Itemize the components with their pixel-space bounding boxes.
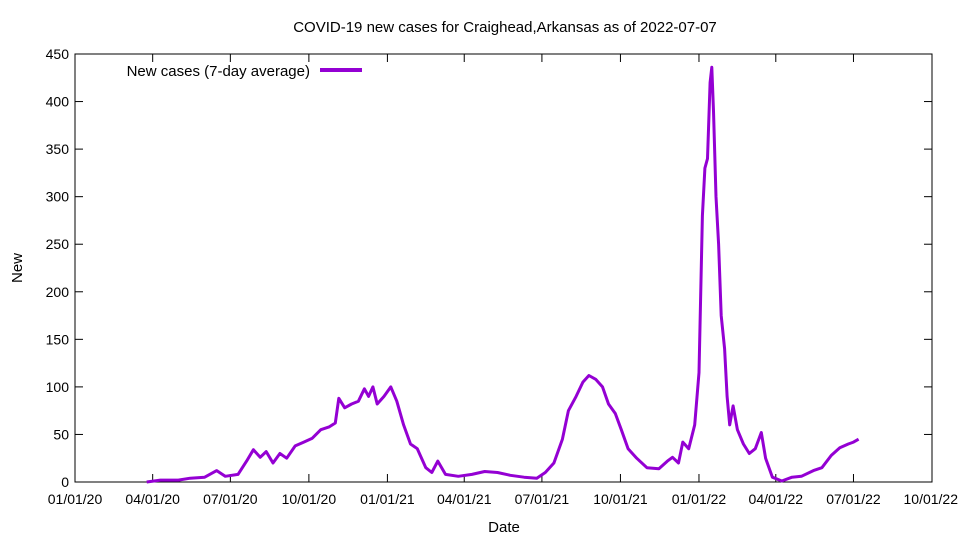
y-tick-label: 0 (61, 474, 69, 490)
plot-area-border (74, 53, 933, 483)
x-tick-label: 10/01/21 (593, 491, 648, 507)
x-axis: 01/01/20 04/01/20 07/01/20 10/01/20 01/01/21… (48, 54, 958, 507)
y-tick-label: 400 (46, 94, 70, 110)
x-tick-label: 01/01/21 (360, 491, 415, 507)
x-tick-label: 01/01/22 (672, 491, 727, 507)
x-tick-label: 04/01/20 (125, 491, 180, 507)
x-tick-label: 04/01/21 (437, 491, 492, 507)
y-axis-title: New (9, 253, 26, 283)
x-tick-label: 01/01/20 (48, 491, 103, 507)
y-tick-label: 250 (46, 236, 70, 252)
x-tick-label: 07/01/21 (515, 491, 570, 507)
legend-label: New cases (7-day average) (127, 63, 310, 80)
chart-title: COVID-19 new cases for Craighead,Arkansa… (293, 19, 717, 36)
x-axis-title: Date (488, 519, 520, 536)
y-tick-label: 200 (46, 284, 70, 300)
x-tick-label: 07/01/22 (826, 491, 881, 507)
y-tick-label: 300 (46, 189, 70, 205)
x-tick-label: 10/01/22 (904, 491, 959, 507)
x-tick-label: 04/01/22 (749, 491, 804, 507)
y-axis: 0 50 100 150 200 250 300 350 400 450 (46, 46, 932, 490)
x-tick-label: 07/01/20 (203, 491, 258, 507)
series-line-new-cases (146, 65, 860, 484)
y-tick-label: 50 (53, 426, 69, 442)
y-tick-label: 350 (46, 141, 70, 157)
y-tick-label: 450 (46, 46, 70, 62)
y-tick-label: 150 (46, 331, 70, 347)
legend: New cases (7-day average) (127, 63, 362, 80)
x-tick-label: 10/01/20 (282, 491, 337, 507)
y-tick-label: 100 (46, 379, 70, 395)
